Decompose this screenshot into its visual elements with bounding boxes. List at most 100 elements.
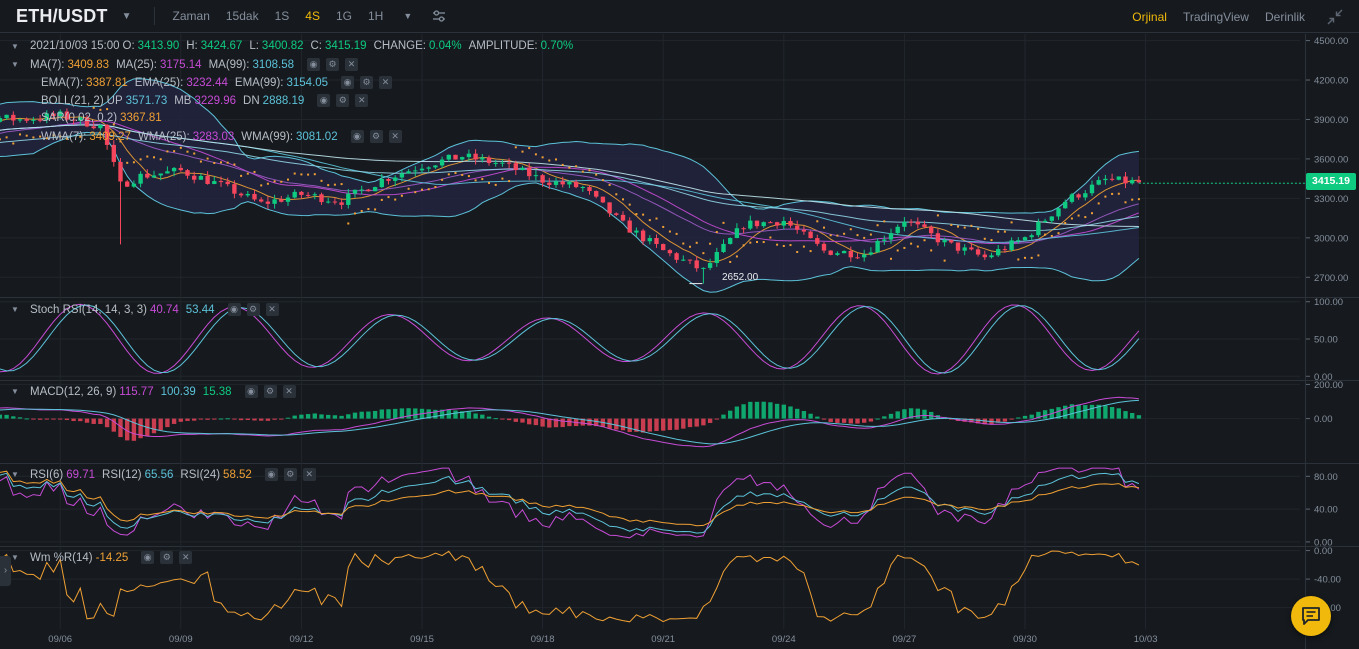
tab-tradingview[interactable]: TradingView	[1182, 9, 1249, 24]
gear-icon[interactable]: ⚙	[336, 94, 350, 107]
gear-icon[interactable]: ⚙	[360, 76, 374, 89]
gear-icon[interactable]: ⚙	[326, 58, 340, 71]
ma99-label: MA(99):	[208, 58, 250, 71]
sar-dot	[159, 158, 162, 161]
macd-histogram-bar	[1109, 407, 1115, 419]
tab-derinlik[interactable]: Derinlik	[1264, 9, 1305, 24]
sar-dot	[139, 158, 142, 161]
macd-histogram-bar	[848, 418, 853, 424]
macd-histogram-bar	[1116, 408, 1121, 419]
sar-dot	[709, 242, 712, 245]
close-icon[interactable]: ✕	[355, 94, 369, 107]
macd-histogram-bar	[118, 418, 123, 438]
eye-icon[interactable]: ◉	[227, 303, 241, 316]
gear-icon[interactable]: ⚙	[283, 468, 297, 481]
sar-dot	[1097, 202, 1100, 205]
tab-4s[interactable]: 4S	[305, 9, 320, 23]
chevron-down-icon[interactable]: ▼	[11, 305, 19, 314]
macd-histogram-bar	[346, 414, 351, 419]
sar-dot	[762, 241, 765, 244]
chevron-down-icon[interactable]: ▼	[11, 60, 19, 69]
wr-label: Wm %R(14)	[30, 551, 93, 564]
macd-histogram-bar	[1016, 417, 1021, 419]
sar-dot	[374, 208, 377, 211]
gear-icon[interactable]: ⚙	[369, 130, 383, 143]
chevron-down-icon[interactable]: ▼	[11, 553, 19, 562]
eye-icon[interactable]: ◉	[317, 94, 331, 107]
tab-15dak[interactable]: 15dak	[225, 9, 259, 23]
chevron-down-icon[interactable]: ▼	[11, 387, 19, 396]
candle-body	[44, 113, 49, 120]
sar-dot	[970, 224, 973, 227]
chevron-down-icon[interactable]: ▼	[11, 41, 19, 51]
macd-histogram-bar	[426, 409, 431, 419]
sar-dot	[789, 244, 792, 247]
stoch-rsi-legend: ▼ Stoch RSI(14, 14, 3, 3) 40.74 53.44 ◉ …	[0, 303, 279, 316]
gear-icon[interactable]: ⚙	[160, 551, 174, 564]
chevron-down-icon[interactable]: ▼	[403, 11, 413, 21]
divider	[153, 7, 155, 25]
close-icon[interactable]: ✕	[282, 385, 296, 398]
candle-body	[399, 173, 405, 178]
sar-dot	[809, 250, 812, 253]
tab-1h[interactable]: 1H	[367, 9, 384, 23]
eye-icon[interactable]: ◉	[307, 58, 321, 71]
candle-body	[788, 221, 793, 226]
chevron-right-icon[interactable]: ›	[0, 556, 11, 586]
chevron-down-icon[interactable]: ▼	[121, 10, 132, 22]
sar-dot	[153, 156, 155, 159]
eye-icon[interactable]: ◉	[141, 551, 155, 564]
macd-histogram-bar	[788, 406, 793, 419]
tab-1g[interactable]: 1G	[335, 9, 352, 23]
candle-body	[513, 163, 518, 171]
tab-1s[interactable]: 1S	[274, 9, 290, 23]
sar-dot	[782, 244, 785, 247]
macd-histogram-bar	[647, 418, 652, 432]
chevron-down-icon[interactable]: ▼	[11, 470, 19, 479]
collapse-arrows-icon[interactable]	[1327, 9, 1343, 25]
sar-dot	[146, 155, 149, 158]
sar-label: SAR(0.02, 0.2)	[41, 112, 118, 124]
tab-orjinal[interactable]: Orjinal	[1132, 9, 1167, 24]
ema99-value: 3154.05	[286, 76, 329, 89]
gear-icon[interactable]: ⚙	[263, 385, 277, 398]
ma99-value: 3108.58	[252, 58, 295, 71]
pair-title[interactable]: ETH/USDT	[16, 5, 108, 26]
sar-dot	[186, 150, 189, 153]
close-icon[interactable]: ✕	[345, 58, 359, 71]
candle-body	[225, 181, 230, 185]
kline-chart[interactable]: 2700.00 3000.00 3300.00 3600.00 3900.00 4200.…	[0, 34, 1359, 649]
eye-icon[interactable]: ◉	[350, 130, 364, 143]
eye-icon[interactable]: ◉	[341, 76, 355, 89]
macd-histogram-bar	[171, 418, 177, 424]
candle-body	[91, 126, 96, 129]
close-icon[interactable]: ✕	[388, 130, 402, 143]
sar-dot	[414, 191, 417, 194]
close-icon[interactable]: ✕	[265, 303, 279, 316]
candle-body	[661, 244, 666, 251]
chat-button[interactable]	[1291, 596, 1331, 636]
close-icon[interactable]: ✕	[379, 76, 393, 89]
macd-histogram-bar	[1123, 411, 1128, 419]
close-icon[interactable]: ✕	[302, 468, 316, 481]
macd-histogram-bar	[17, 417, 23, 419]
sar-dot	[179, 146, 182, 149]
candle-body	[573, 181, 579, 188]
sliders-icon[interactable]	[432, 10, 446, 22]
candle-body	[433, 165, 438, 168]
macd-histogram-bar	[795, 408, 800, 419]
candle-body	[614, 213, 619, 215]
candle-body	[674, 253, 679, 260]
sar-dot	[307, 173, 310, 176]
close-icon[interactable]: ✕	[179, 551, 193, 564]
eye-icon[interactable]: ◉	[264, 468, 278, 481]
sar-dot	[548, 159, 551, 162]
sar-dot	[213, 161, 216, 164]
gear-icon[interactable]: ⚙	[246, 303, 260, 316]
tab-zaman[interactable]: Zaman	[172, 9, 210, 23]
eye-icon[interactable]: ◉	[244, 385, 258, 398]
macd-histogram-bar	[520, 418, 525, 423]
sar-dot	[729, 260, 732, 263]
candle-body	[1130, 180, 1135, 184]
sar-dot	[923, 239, 926, 242]
